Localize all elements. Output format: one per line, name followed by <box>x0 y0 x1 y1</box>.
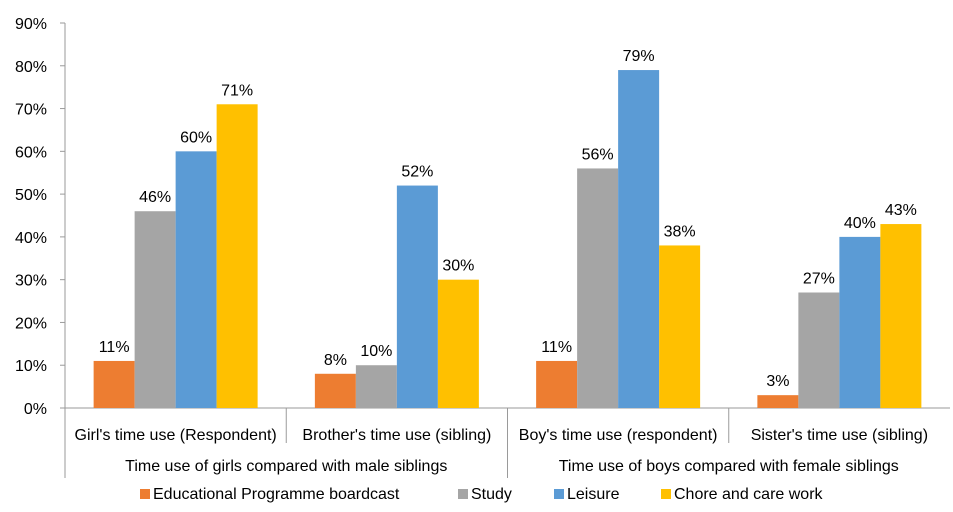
data-label: 46% <box>139 189 171 206</box>
group-label: Time use of girls compared with male sib… <box>125 458 447 475</box>
y-tick-label: 90% <box>15 16 47 33</box>
bar <box>577 168 619 408</box>
legend-swatch <box>661 489 671 499</box>
data-label: 56% <box>582 146 614 163</box>
bar <box>396 185 438 408</box>
bar <box>437 279 479 408</box>
legend-swatch <box>554 489 564 499</box>
bar <box>757 395 799 408</box>
x-tick-label: Brother's time use (sibling) <box>302 427 491 444</box>
legend-swatch <box>140 489 150 499</box>
y-tick-label: 40% <box>15 230 47 247</box>
data-label: 60% <box>180 129 212 146</box>
data-label: 11% <box>99 339 130 356</box>
data-label: 11% <box>541 339 572 356</box>
bar <box>93 360 135 408</box>
bar <box>618 70 660 409</box>
data-label: 52% <box>401 164 433 181</box>
legend-label: Educational Programme boardcast <box>153 486 400 503</box>
data-label: 79% <box>623 48 655 65</box>
data-label: 43% <box>885 202 917 219</box>
bar <box>536 360 578 408</box>
legend-swatch <box>458 489 468 499</box>
legend-label: Study <box>471 486 512 503</box>
y-tick-label: 30% <box>15 273 47 290</box>
bar <box>839 236 881 408</box>
legend: Educational Programme boardcast Study Leis… <box>140 486 824 503</box>
legend-label: Leisure <box>567 486 620 503</box>
data-label: 30% <box>442 258 474 275</box>
bar <box>314 373 356 408</box>
y-tick-label: 60% <box>15 144 47 161</box>
data-label: 38% <box>664 223 696 240</box>
x-tick-label: Girl's time use (Respondent) <box>75 427 277 444</box>
data-label: 3% <box>766 373 789 390</box>
bar <box>134 211 176 408</box>
bar <box>880 224 922 408</box>
y-tick-label: 50% <box>15 187 47 204</box>
y-tick-label: 10% <box>15 358 47 375</box>
bar <box>175 151 217 409</box>
axes: 0% 10% 20% 30% 40% 50% 60% 70% 80% 90% Girl's time… <box>15 16 950 478</box>
data-labels: 11% 8% 11% 3% 46% 10% 56% 27% 60% 52% 79% 40% 71% 30%… <box>99 48 917 390</box>
data-label: 71% <box>221 82 253 99</box>
data-label: 27% <box>803 271 835 288</box>
group-label: Time use of boys compared with female si… <box>559 458 899 475</box>
data-label: 8% <box>324 352 347 369</box>
bar <box>659 245 701 408</box>
data-label: 10% <box>360 343 392 360</box>
bar <box>355 365 397 408</box>
legend-label: Chore and care work <box>674 486 824 503</box>
y-tick-label: 0% <box>24 401 47 418</box>
bar <box>216 104 258 409</box>
y-tick-label: 20% <box>15 315 47 332</box>
x-tick-label: Boy's time use (respondent) <box>519 427 718 444</box>
y-tick-label: 70% <box>15 102 47 119</box>
y-tick-label: 80% <box>15 59 47 76</box>
bars <box>93 70 922 409</box>
bar <box>798 292 840 408</box>
x-tick-label: Sister's time use (sibling) <box>751 427 928 444</box>
data-label: 40% <box>844 215 876 232</box>
